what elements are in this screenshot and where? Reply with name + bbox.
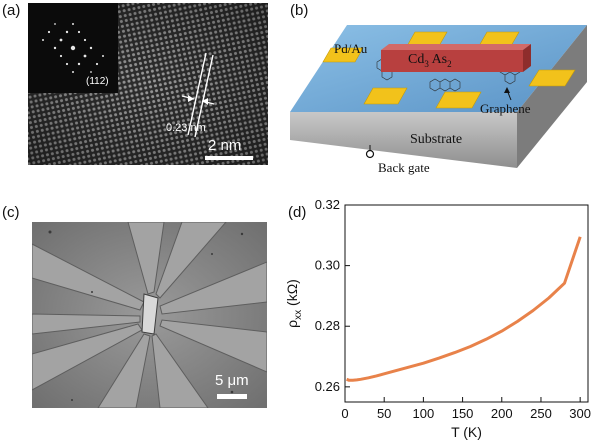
y-tick-label: 0.28 (315, 318, 340, 333)
diffraction-label: (112) (86, 76, 109, 87)
lattice-line-2 (194, 54, 214, 138)
panel-d-label: (d) (288, 204, 307, 221)
nanoplate-side (523, 44, 531, 72)
y-tick-label: 0.26 (315, 379, 340, 394)
nanoplate-flake (141, 293, 159, 335)
panel-b-label: (b) (290, 2, 309, 19)
diffraction-inset (28, 3, 118, 93)
panel-a-label: (a) (2, 2, 21, 19)
y-tick-label: 0.32 (315, 197, 340, 212)
resistivity-chart: 0 50 100 150 200 250 300 0.26 0.28 0.30 0.32 T (K) ρ… (285, 197, 591, 440)
sem-scale-bar (217, 394, 247, 399)
substrate-label: Substrate (410, 132, 463, 147)
x-tick-label: 150 (452, 406, 474, 421)
nanoplate-sub-3: 3 (424, 58, 429, 69)
nanoplate-label-as: As (428, 52, 448, 67)
tem-image: (112) 0.23 nm 2 nm (28, 3, 268, 165)
sem-image: 5 μm (32, 222, 267, 408)
panel-c-label: (c) (2, 204, 20, 221)
back-gate-terminal (365, 149, 375, 159)
scale-bar-label: 2 nm (208, 137, 242, 154)
nanoplate-front (381, 50, 523, 72)
x-tick-label: 200 (491, 406, 513, 421)
pd-au-contacts (322, 31, 576, 109)
lattice-line-1 (187, 52, 207, 136)
nanoplate-label-cd: Cd (408, 52, 425, 67)
back-gate-label: Back gate (378, 160, 430, 175)
y-axis-label: ρxx (kΩ) (285, 279, 304, 328)
y-tick-label: 0.30 (315, 258, 340, 273)
resistivity-curve (346, 236, 582, 382)
plot-frame (344, 204, 589, 403)
sem-electrodes (32, 222, 267, 408)
sem-scale-label: 5 μm (215, 372, 249, 389)
nanoplate-label: Cd3 As2 (408, 52, 452, 69)
contact-label: Pd/Au (334, 41, 368, 56)
nanoplate-sub-2: 2 (447, 58, 452, 69)
x-tick-label: 300 (569, 406, 591, 421)
x-tick-label: 50 (377, 406, 391, 421)
x-tick-label: 0 (341, 406, 348, 421)
x-tick-label: 250 (530, 406, 552, 421)
device-schematic (290, 25, 587, 168)
tem-lattice (28, 3, 268, 165)
lattice-spacing-label: 0.23 nm (166, 122, 206, 134)
substrate-right (517, 25, 587, 168)
x-axis-label: T (K) (451, 424, 482, 440)
nanoplate-top (381, 44, 531, 50)
graphene-label: Graphene (480, 101, 531, 116)
x-tick-label: 100 (413, 406, 435, 421)
substrate-front (290, 112, 517, 168)
scale-bar (205, 156, 253, 160)
